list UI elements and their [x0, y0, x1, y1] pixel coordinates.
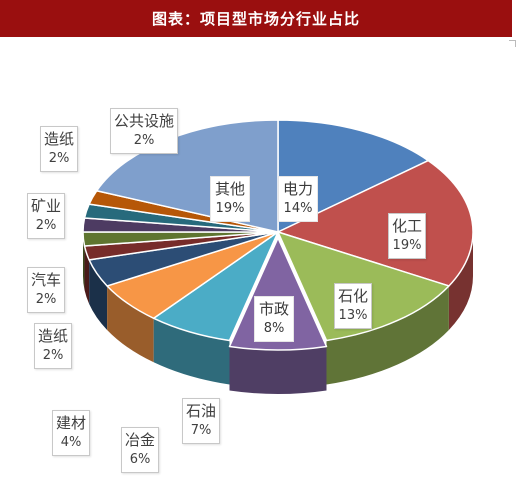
- corner-mark: [509, 40, 516, 47]
- slice-label-value: 2%: [48, 151, 70, 166]
- slice-label-value: 2%: [133, 133, 155, 148]
- slice-label-name: 石油: [186, 402, 217, 420]
- slice-label-value: 8%: [263, 321, 285, 336]
- slice-label: 矿业 2%: [27, 193, 66, 239]
- pie-slice-side: [107, 285, 154, 363]
- slice-label: 建材 4%: [52, 410, 91, 456]
- pie-slice: [228, 237, 328, 351]
- slice-label-name: 冶金: [125, 431, 156, 449]
- pie-slice-side: [229, 346, 327, 395]
- slice-label-name: 矿业: [31, 197, 62, 215]
- pie-slice-side: [153, 318, 230, 385]
- pie-slice-side: [448, 232, 473, 330]
- slice-label: 电力 14%: [278, 176, 319, 222]
- slice-label-value: 19%: [215, 201, 245, 216]
- slice-label: 公共设施 2%: [110, 108, 179, 154]
- slice-label-value: 2%: [35, 218, 57, 233]
- slice-label: 石油 7%: [182, 398, 221, 444]
- slice-label-value: 2%: [42, 348, 64, 363]
- slice-label: 造纸 2%: [34, 323, 73, 369]
- slice-label-value: 6%: [129, 452, 151, 467]
- slice-label-value: 19%: [392, 238, 422, 253]
- pie-slice-side: [84, 246, 90, 304]
- slice-label: 其他 19%: [210, 176, 251, 222]
- slice-label: 石化 13%: [334, 283, 373, 329]
- slice-label-name: 造纸: [44, 130, 75, 148]
- slice-label: 市政 8%: [254, 296, 295, 342]
- slice-label-name: 市政: [259, 300, 290, 318]
- pie-slice-side: [89, 259, 108, 330]
- chart-title-bar: 图表：项目型市场分行业占比: [0, 0, 512, 37]
- slice-label-name: 石化: [338, 287, 369, 305]
- slice-label-name: 公共设施: [114, 112, 175, 130]
- slice-label-name: 汽车: [31, 271, 62, 289]
- slice-label-name: 化工: [392, 217, 423, 235]
- slice-label-name: 其他: [215, 180, 246, 198]
- slice-label-value: 4%: [60, 435, 82, 450]
- slice-label: 造纸 2%: [40, 126, 79, 172]
- slice-label-name: 电力: [283, 180, 314, 198]
- slice-label-value: 7%: [190, 423, 212, 438]
- slice-label: 化工 19%: [388, 213, 427, 259]
- slice-label: 汽车 2%: [27, 267, 66, 313]
- slice-label-value: 13%: [338, 308, 368, 323]
- slice-label-name: 造纸: [38, 327, 69, 345]
- slice-label-value: 2%: [35, 292, 57, 307]
- slice-label-value: 14%: [283, 201, 313, 216]
- chart-title: 图表：项目型市场分行业占比: [151, 10, 360, 28]
- slice-label: 冶金 6%: [121, 427, 160, 473]
- slice-label-name: 建材: [56, 414, 87, 432]
